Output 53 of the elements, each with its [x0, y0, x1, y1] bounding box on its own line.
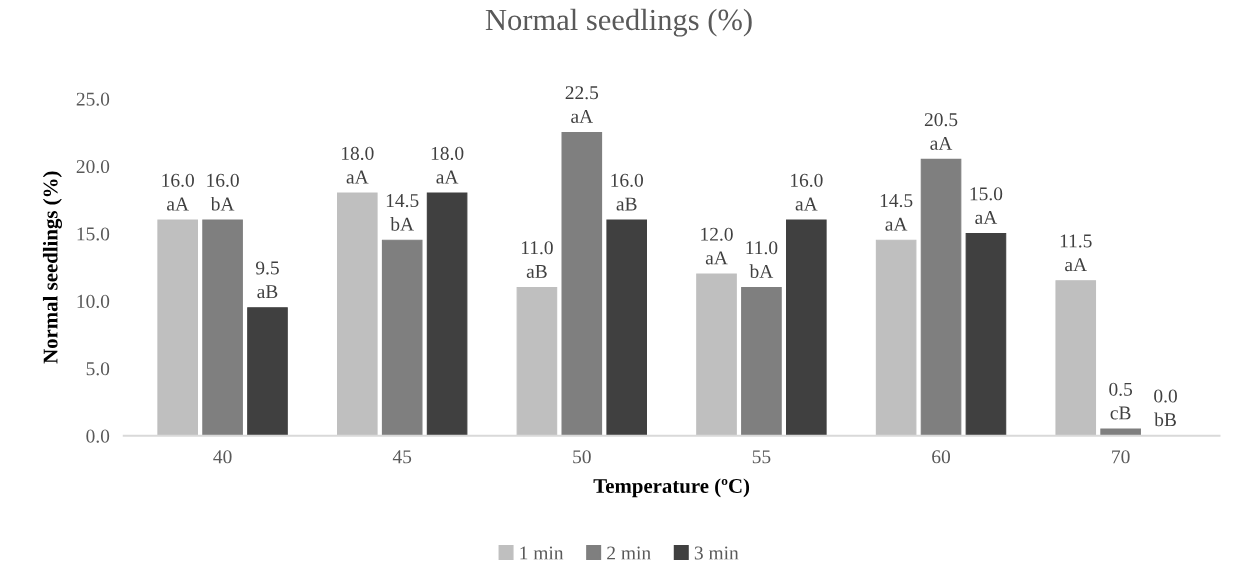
x-tick-label: 45 [392, 450, 412, 464]
legend-label: 3 min [694, 546, 739, 560]
bar [561, 131, 603, 436]
bar [965, 233, 1007, 436]
bar [741, 286, 782, 436]
x-tick-label: 60 [932, 450, 951, 464]
y-tick-label: 0.0 [86, 429, 110, 443]
data-label: 0.0 bB [1154, 389, 1177, 427]
bar [696, 273, 737, 436]
y-tick-label: 20.0 [76, 159, 110, 174]
data-label: 11.0 aB [521, 241, 553, 278]
bar [786, 219, 827, 436]
data-label: 22.5 aA [565, 86, 599, 123]
bar [875, 239, 917, 436]
bar [920, 158, 962, 436]
data-label: 14.5 bA [386, 194, 419, 231]
bar [1055, 280, 1097, 436]
bar [1100, 428, 1141, 436]
data-label: 0.5 cB [1109, 382, 1133, 420]
legend-label: 2 min [607, 546, 651, 560]
data-label: 16.0 aA [791, 173, 823, 211]
y-tick-label: 10.0 [77, 294, 110, 308]
x-axis-title: Temperature (ºC) [593, 478, 750, 498]
data-label: 11.5 aA [1060, 234, 1092, 272]
bar [606, 219, 648, 436]
bar [381, 239, 423, 436]
y-axis-title: Normal seedlings (%) [42, 171, 62, 364]
data-label: 16.0 bA [207, 173, 239, 211]
chart-title: Normal seedlings (%) [485, 8, 752, 37]
data-label: 18.0 aA [431, 146, 464, 184]
data-label: 18.0 aA [341, 146, 374, 184]
y-tick-label: 25.0 [76, 92, 110, 106]
bar [247, 307, 288, 436]
data-label: 14.5 aA [880, 194, 913, 231]
data-label: 16.0 aA [162, 173, 194, 211]
bar [426, 192, 468, 436]
x-tick-label: 40 [213, 450, 232, 464]
bar [202, 219, 243, 436]
x-tick-label: 55 [752, 450, 771, 464]
x-tick-label: 50 [573, 450, 591, 464]
y-tick-label: 5.0 [86, 362, 110, 376]
bar [516, 286, 558, 436]
legend-label: 1 min [520, 546, 564, 560]
bar [336, 192, 378, 436]
data-label: 20.5 aA [924, 113, 958, 150]
data-label: 11.0 bA [746, 241, 778, 278]
data-label: 12.0 aA [701, 227, 733, 265]
data-label: 9.5 aB [255, 261, 279, 299]
x-tick-label: 70 [1112, 450, 1130, 464]
data-label: 16.0 aB [611, 173, 643, 211]
y-tick-label: 15.0 [77, 227, 110, 241]
data-label: 15.0 aA [970, 187, 1003, 225]
bar [157, 219, 198, 436]
